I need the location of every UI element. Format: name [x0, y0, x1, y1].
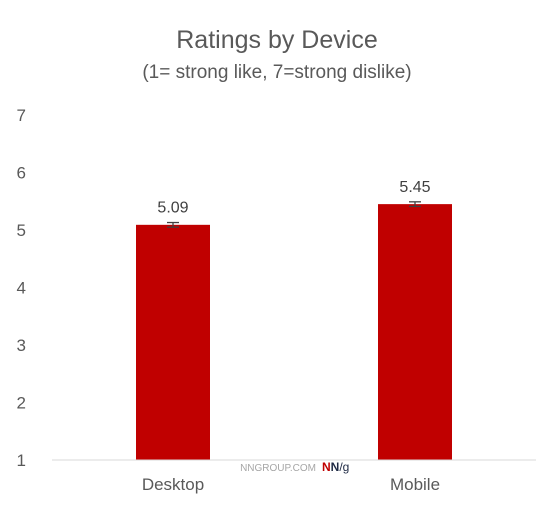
y-tick-label: 4	[17, 279, 26, 298]
error-bar-desktop	[167, 221, 179, 228]
bar-mobile	[378, 204, 452, 460]
y-tick-label: 1	[17, 451, 26, 470]
logo-n-red: N	[322, 460, 331, 474]
bar-desktop	[136, 224, 210, 460]
bars	[136, 204, 452, 460]
y-tick-label: 6	[17, 164, 26, 183]
data-labels: 5.09 5.45	[157, 179, 430, 217]
y-tick-label: 5	[17, 221, 26, 240]
chart-subtitle: (1= strong like, 7=strong dislike)	[142, 62, 411, 83]
x-axis-ticks: Desktop Mobile	[142, 475, 440, 494]
watermark: NNGROUP.COM NN/g	[240, 460, 349, 474]
error-bars	[167, 201, 421, 228]
logo-n-dark: N	[331, 460, 340, 474]
watermark-site: NNGROUP.COM	[240, 463, 316, 474]
data-label: 5.09	[157, 200, 188, 217]
watermark-logo: NN/g	[322, 460, 349, 474]
y-tick-label: 2	[17, 394, 26, 413]
y-tick-label: 7	[17, 106, 26, 125]
x-tick-label: Mobile	[390, 475, 440, 494]
data-label: 5.45	[399, 179, 430, 196]
error-bar-mobile	[409, 201, 421, 208]
logo-g: /g	[339, 460, 349, 474]
y-axis-ticks: 1 2 3 4 5 6 7	[17, 106, 26, 470]
x-tick-label: Desktop	[142, 475, 204, 494]
chart-title: Ratings by Device	[176, 26, 377, 54]
y-tick-label: 3	[17, 336, 26, 355]
